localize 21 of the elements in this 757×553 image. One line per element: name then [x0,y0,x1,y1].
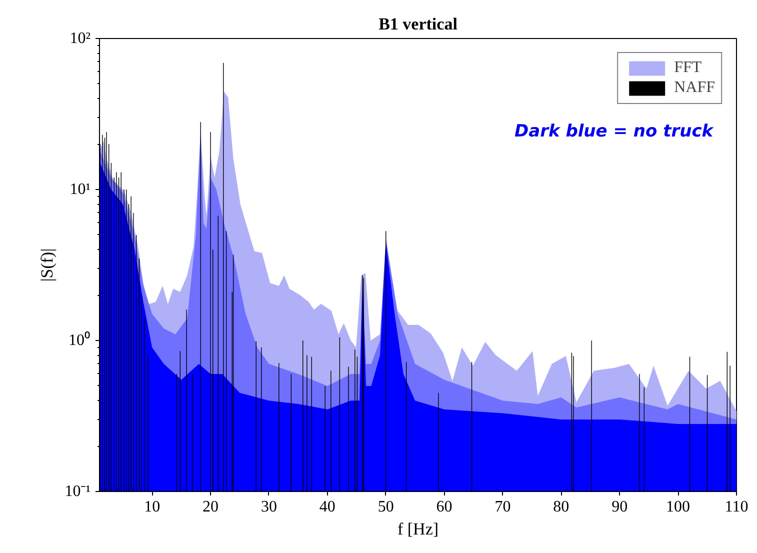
x-axis-title: f [Hz] [397,520,439,538]
chart-title: B1 vertical [378,14,458,34]
x-tick-label: 30 [260,498,277,516]
x-tick-label: 60 [436,498,452,516]
x-tick-label: 70 [494,498,511,516]
x-tick-label: 50 [378,498,394,516]
x-tick-label: 110 [724,498,748,516]
annotation: Dark blue = no truck [514,122,715,142]
y-tick-label: 10⁰ [68,331,90,349]
x-tick-label: 40 [319,498,336,516]
y-tick-label: 10¹ [70,181,91,198]
x-tick-label: 90 [612,498,628,516]
y-tick-label: 10² [70,30,91,47]
x-tick-label: 100 [666,498,690,516]
y-axis-title: |S(f)| [38,248,57,282]
x-tick-label: 20 [202,498,219,516]
x-tick-label: 10 [144,498,160,516]
x-tick-label: 80 [553,498,570,516]
legend-label: FFT [674,59,702,77]
y-tick-label: 10⁻¹ [64,483,91,500]
legend-label: NAFF [674,79,715,97]
